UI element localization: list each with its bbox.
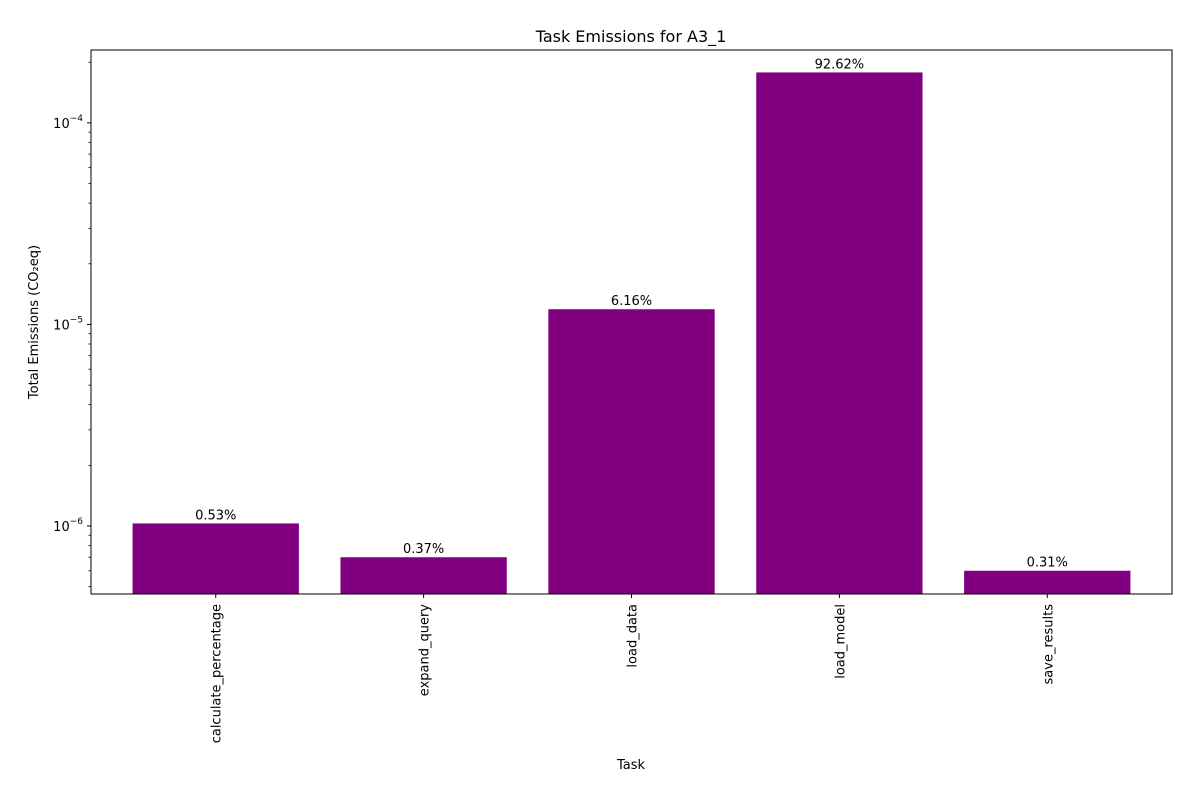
bar-save_results bbox=[964, 570, 1131, 594]
data-label-load_data: 6.16% bbox=[611, 294, 652, 309]
y-tick-label: 10−6 bbox=[53, 517, 83, 535]
y-tick-label: 10−4 bbox=[53, 114, 83, 132]
x-tick-label-load_data: load_data bbox=[626, 604, 641, 668]
plot-frame bbox=[90, 49, 1173, 595]
data-labels-group: 0.53% 0.37% 6.16% 92.62% 0.31% bbox=[195, 57, 1068, 570]
x-tick-label-calculate_percentage: calculate_percentage bbox=[210, 604, 225, 743]
data-label-calculate_percentage: 0.53% bbox=[195, 508, 236, 523]
y-axis: 10−6 10−5 10−4 bbox=[53, 61, 91, 588]
x-axis: calculate_percentage expand_query load_dat… bbox=[210, 594, 1056, 743]
data-label-expand_query: 0.37% bbox=[403, 542, 444, 557]
bar-load_data bbox=[548, 309, 715, 594]
bar-load_model bbox=[756, 72, 923, 594]
x-axis-label: Task bbox=[616, 758, 646, 773]
x-tick-label-load_model: load_model bbox=[833, 604, 848, 679]
x-tick-label-expand_query: expand_query bbox=[418, 604, 433, 697]
data-label-save_results: 0.31% bbox=[1027, 556, 1068, 571]
data-label-load_model: 92.62% bbox=[815, 57, 865, 72]
x-tick-label-save_results: save_results bbox=[1041, 604, 1056, 685]
y-tick-label: 10−5 bbox=[53, 315, 83, 333]
bar-expand_query bbox=[340, 557, 507, 594]
bar-calculate_percentage bbox=[132, 523, 299, 594]
bars-group bbox=[132, 72, 1131, 594]
chart-title: Task Emissions for A3_1 bbox=[535, 27, 727, 47]
y-axis-label: Total Emissions (CO₂eq) bbox=[27, 245, 42, 400]
